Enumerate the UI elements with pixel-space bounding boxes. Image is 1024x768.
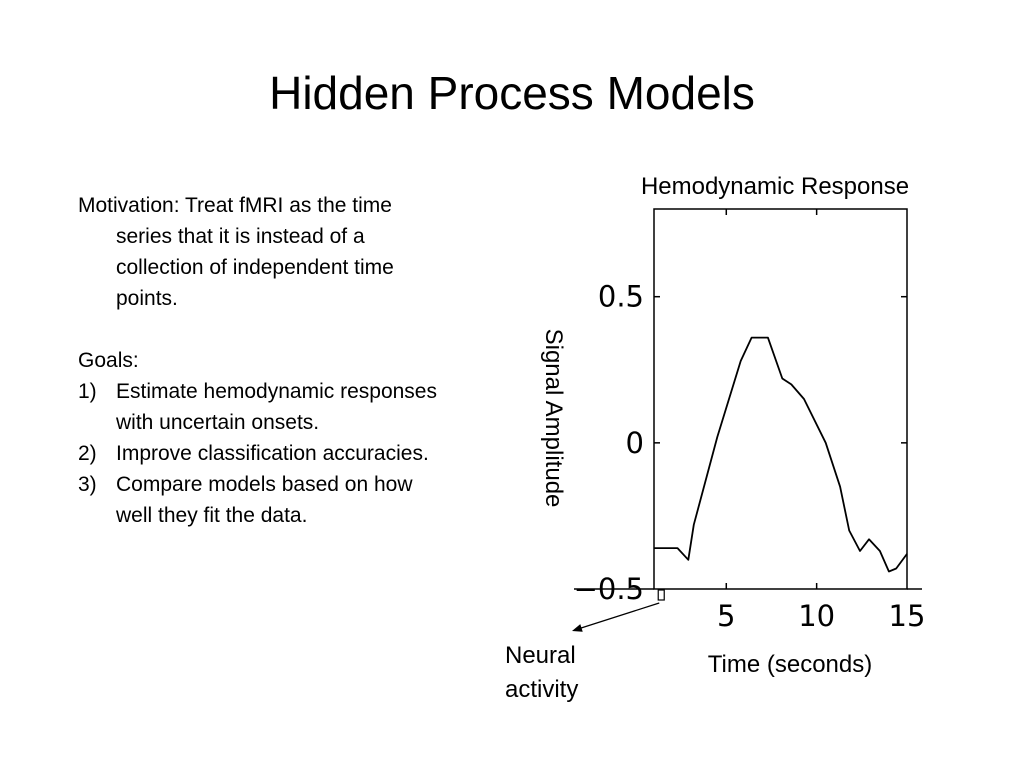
goal-number: 3) bbox=[78, 473, 97, 496]
chart-title: Hemodynamic Response bbox=[641, 173, 909, 200]
annotation-line-2: activity bbox=[505, 676, 578, 703]
y-tick-label: 0.5 bbox=[598, 280, 644, 314]
axis-ticks bbox=[654, 209, 907, 589]
goal-text: Improve classification accuracies. bbox=[116, 442, 429, 465]
goal-text: Estimate hemodynamic responses with unce… bbox=[116, 380, 437, 434]
goal-text: Compare models based on how well they fi… bbox=[116, 473, 413, 527]
y-axis-label: Signal Amplitude bbox=[540, 329, 567, 508]
annotation-arrow bbox=[577, 602, 660, 630]
neural-activity-annotation: Neural activity bbox=[505, 589, 665, 703]
plot-frame bbox=[653, 208, 908, 590]
x-tick-label: 10 bbox=[798, 599, 835, 633]
series-group bbox=[654, 336, 908, 573]
annotation-arrowhead bbox=[572, 624, 583, 632]
bullet-text-block: Motivation: Treat fMRI as the time serie… bbox=[78, 190, 438, 531]
onset-marker bbox=[657, 589, 665, 601]
y-tick-label: −0.5 bbox=[574, 572, 644, 606]
goal-number: 1) bbox=[78, 380, 97, 403]
series-line bbox=[654, 336, 908, 573]
x-tick-label: 15 bbox=[889, 599, 926, 633]
goal-item-3: 3) Compare models based on how well they… bbox=[78, 469, 438, 531]
x-axis-label: Time (seconds) bbox=[708, 651, 872, 678]
x-tick-label: 5 bbox=[717, 599, 735, 633]
goals-heading: Goals: bbox=[78, 349, 139, 372]
y-tick-label: 0 bbox=[626, 426, 644, 460]
goal-item-1: 1) Estimate hemodynamic responses with u… bbox=[78, 376, 438, 438]
motivation-paragraph: Motivation: Treat fMRI as the time serie… bbox=[78, 194, 394, 310]
slide-title: Hidden Process Models bbox=[269, 67, 755, 119]
tick-labels: −0.5 0 0.5 5 10 15 bbox=[574, 280, 926, 633]
goal-item-2: 2) Improve classification accuracies. bbox=[78, 438, 438, 469]
annotation-line-1: Neural bbox=[505, 642, 576, 669]
goal-number: 2) bbox=[78, 442, 97, 465]
